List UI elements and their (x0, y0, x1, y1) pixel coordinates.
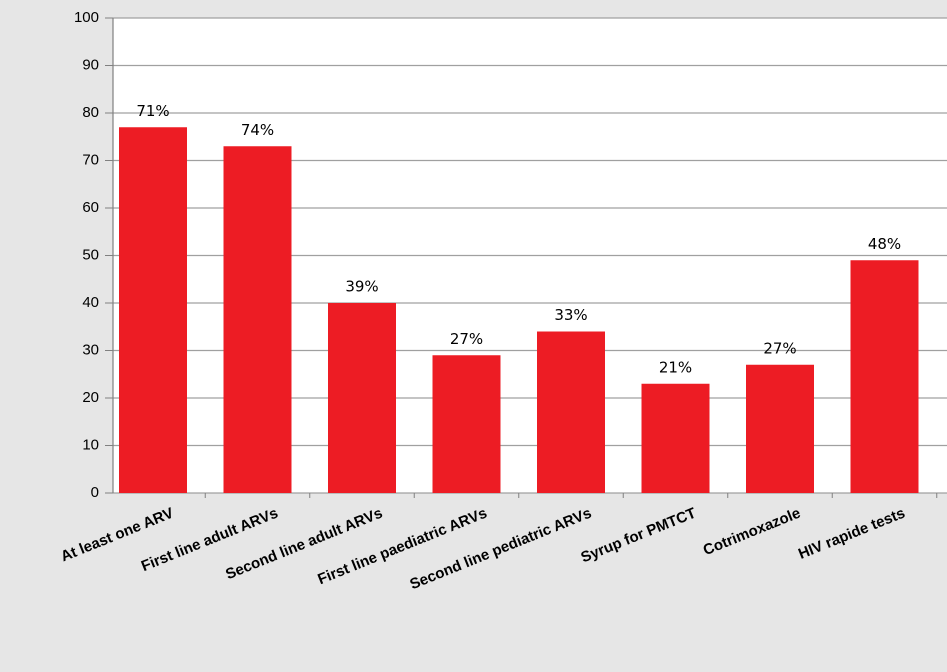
bar (432, 355, 501, 493)
bar (641, 383, 710, 493)
y-tick-label: 30 (82, 341, 99, 358)
data-label: 39% (345, 278, 378, 296)
bar (850, 260, 919, 493)
x-tick-label: Syrup for PMTCT (579, 505, 699, 567)
y-tick-label: 20 (82, 389, 99, 406)
y-tick-label: 50 (82, 246, 99, 263)
y-tick-label: 40 (82, 294, 99, 311)
bar (328, 303, 396, 493)
y-tick-label: 0 (91, 484, 99, 501)
data-label: 21% (659, 358, 692, 376)
y-tick-label: 100 (74, 9, 99, 26)
y-tick-label: 60 (82, 199, 99, 216)
y-tick-label: 90 (82, 56, 99, 73)
bar (537, 331, 605, 493)
x-tick-label: First line paediatric ARVs (315, 505, 489, 589)
x-tick-label: Cotrimoxazole (701, 505, 803, 559)
bar (223, 146, 292, 493)
y-tick-label: 10 (82, 436, 99, 453)
data-label: 27% (763, 339, 796, 357)
y-tick-label: 80 (82, 104, 99, 121)
data-label: 71% (136, 102, 169, 120)
x-tick-label: HIV rapide tests (796, 505, 907, 563)
data-label: 33% (554, 306, 587, 324)
x-tick-label: Second line pediatric ARVs (408, 505, 594, 594)
data-label: 48% (868, 235, 901, 253)
data-label: 27% (450, 330, 483, 348)
bar (119, 127, 187, 493)
data-label: 74% (241, 121, 274, 139)
bar (746, 364, 814, 493)
y-tick-label: 70 (82, 151, 99, 168)
